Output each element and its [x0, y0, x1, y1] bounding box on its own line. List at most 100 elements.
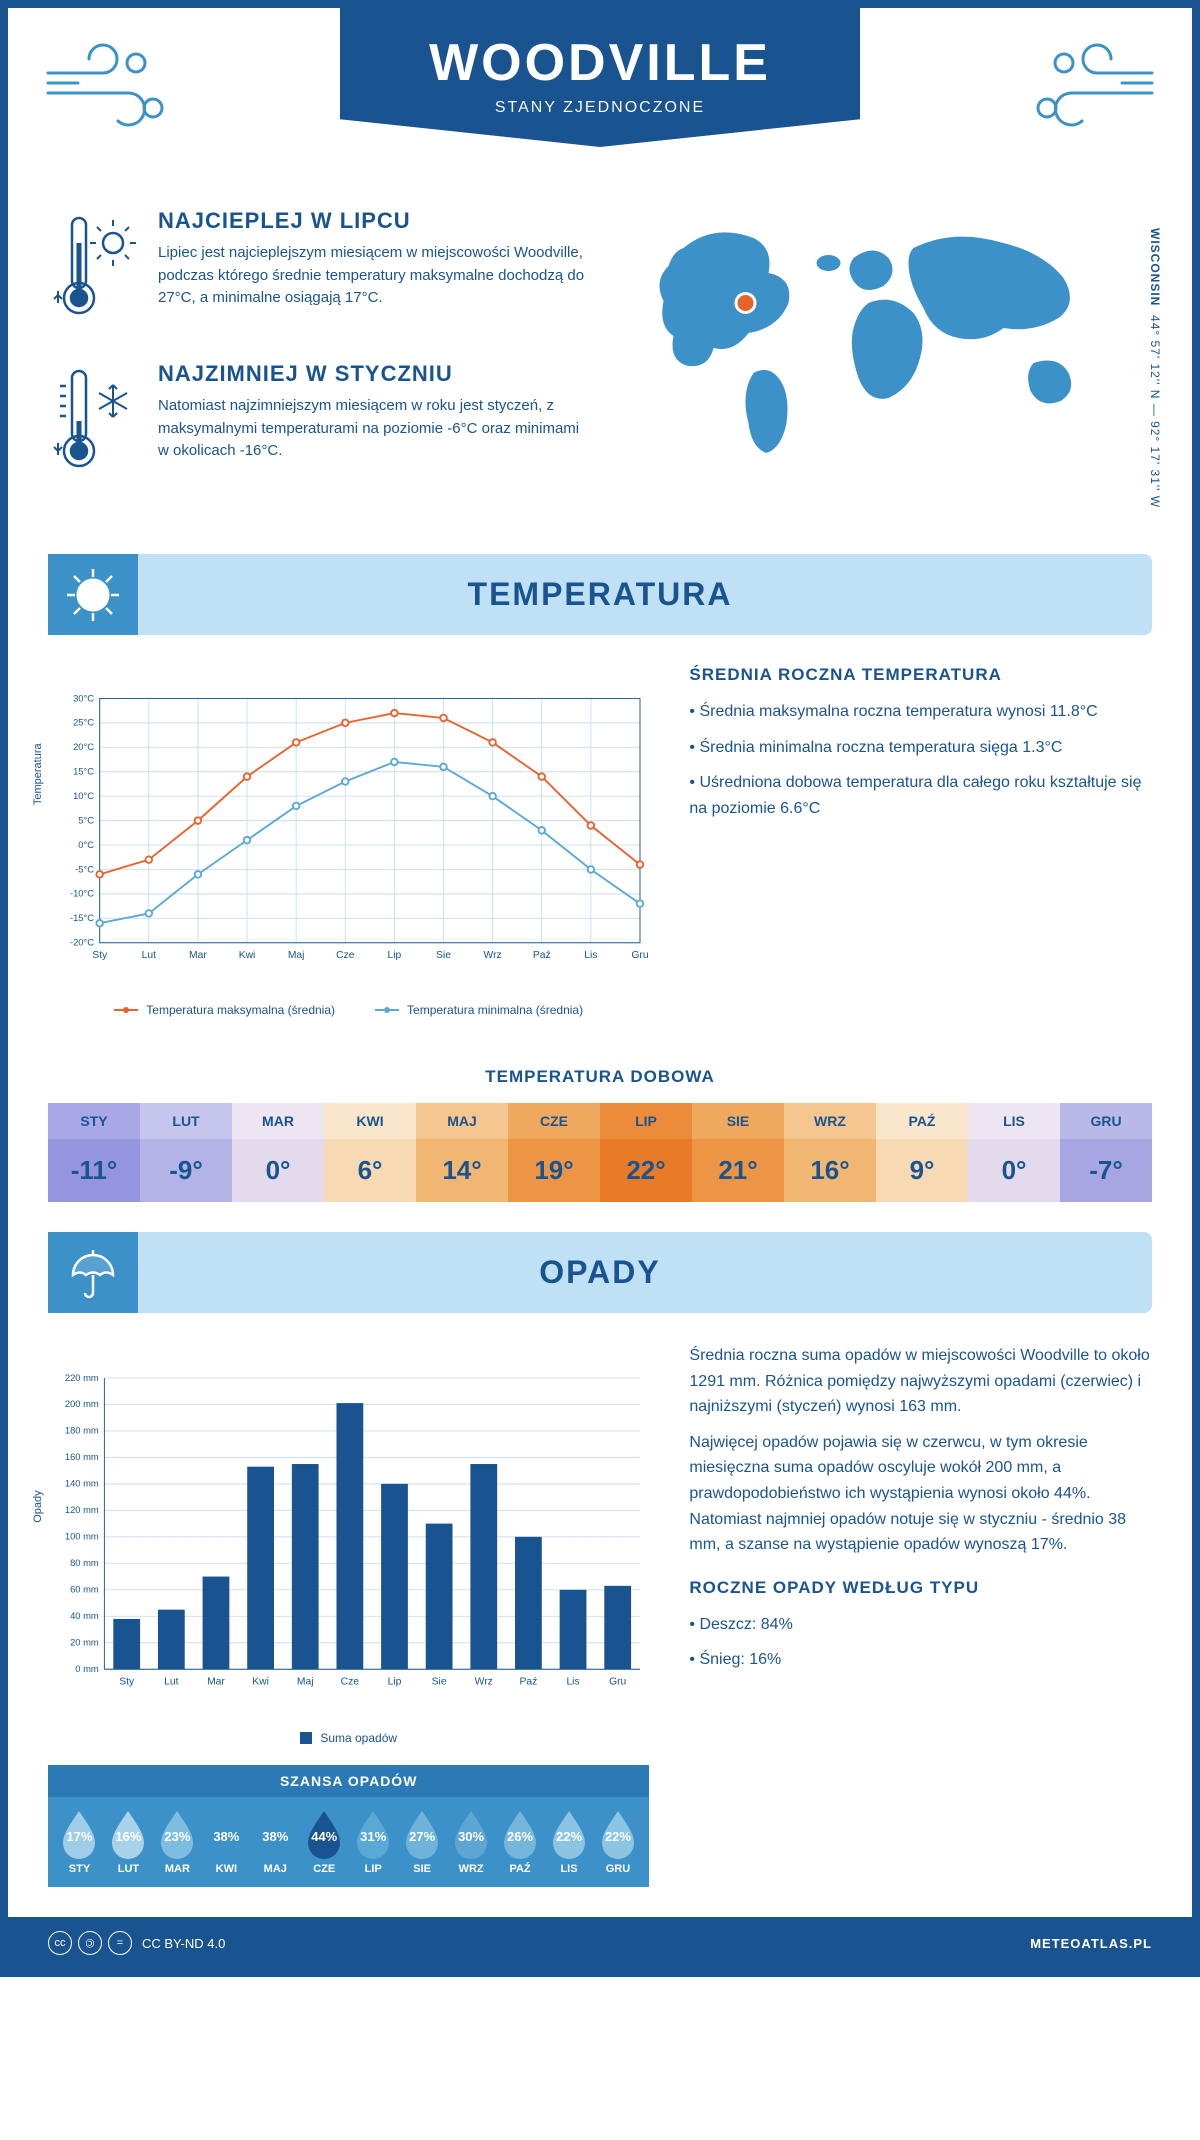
precip-type-title: ROCZNE OPADY WEDŁUG TYPU [689, 1578, 1152, 1598]
bullet: Śnieg: 16% [689, 1647, 1152, 1673]
svg-text:Maj: Maj [288, 950, 305, 961]
chance-drop: 38% KWI [203, 1807, 250, 1875]
svg-text:60 mm: 60 mm [70, 1584, 99, 1595]
annual-temp-bullets: Średnia maksymalna roczna temperatura wy… [689, 699, 1152, 821]
thermometer-snow-icon [48, 361, 138, 486]
hottest-title: NAJCIEPLEJ W LIPCU [158, 208, 585, 234]
header: WOODVILLE STANY ZJEDNOCZONE [8, 8, 1192, 208]
temp-table-cell: GRU -7° [1060, 1103, 1152, 1202]
chance-drop: 16% LUT [105, 1807, 152, 1875]
chance-drop: 27% SIE [399, 1807, 446, 1875]
svg-text:0 mm: 0 mm [75, 1663, 99, 1674]
precip-chance-box: SZANSA OPADÓW 17% STY 16% LUT 23% MAR 38… [48, 1765, 649, 1887]
svg-text:Sty: Sty [119, 1676, 135, 1687]
temp-table-cell: WRZ 16° [784, 1103, 876, 1202]
svg-text:25°C: 25°C [73, 717, 94, 728]
svg-text:Lut: Lut [164, 1676, 178, 1687]
svg-text:Sie: Sie [436, 950, 451, 961]
daily-temp-table: STY -11° LUT -9° MAR 0° KWI 6° MAJ 14° C… [48, 1103, 1152, 1202]
thermometer-sun-icon [48, 208, 138, 333]
svg-text:-20°C: -20°C [70, 937, 94, 948]
chance-drop: 17% STY [56, 1807, 103, 1875]
chance-drop: 26% PAŹ [497, 1807, 544, 1875]
svg-text:10°C: 10°C [73, 790, 94, 801]
temperature-line-chart: Temperatura -20°C-15°C-10°C-5°C0°C5°C10°… [48, 665, 649, 995]
svg-text:-15°C: -15°C [70, 912, 94, 923]
svg-text:140 mm: 140 mm [65, 1478, 99, 1489]
svg-text:Kwi: Kwi [252, 1676, 269, 1687]
svg-text:Sie: Sie [432, 1676, 447, 1687]
svg-text:Cze: Cze [341, 1676, 360, 1687]
svg-text:Wrz: Wrz [475, 1676, 493, 1687]
sun-icon [48, 554, 138, 635]
precip-paragraph: Średnia roczna suma opadów w miejscowośc… [689, 1343, 1152, 1420]
temp-table-cell: LIS 0° [968, 1103, 1060, 1202]
svg-text:Lip: Lip [388, 1676, 402, 1687]
chance-drop: 22% GRU [594, 1807, 641, 1875]
world-map-icon [615, 208, 1152, 468]
title-banner: WOODVILLE STANY ZJEDNOCZONE [340, 8, 860, 147]
chance-title: SZANSA OPADÓW [48, 1765, 649, 1797]
svg-text:220 mm: 220 mm [65, 1372, 99, 1383]
chance-drop: 22% LIS [546, 1807, 593, 1875]
temp-table-cell: KWI 6° [324, 1103, 416, 1202]
chance-drop: 30% WRZ [448, 1807, 495, 1875]
chance-drop: 44% CZE [301, 1807, 348, 1875]
svg-text:120 mm: 120 mm [65, 1504, 99, 1515]
country-name: STANY ZJEDNOCZONE [400, 99, 800, 117]
temp-table-cell: LUT -9° [140, 1103, 232, 1202]
temperature-section-header: TEMPERATURA [48, 554, 1152, 635]
cc-icons: cc🄯= [48, 1931, 132, 1955]
svg-text:0°C: 0°C [78, 839, 94, 850]
precip-bar-chart: Opady 0 mm20 mm40 mm60 mm80 mm100 mm120 … [48, 1343, 649, 1723]
temp-table-cell: LIP 22° [600, 1103, 692, 1202]
svg-text:30°C: 30°C [73, 692, 94, 703]
location-marker-icon [738, 295, 754, 311]
precip-legend: Suma opadów [48, 1731, 649, 1745]
svg-text:15°C: 15°C [73, 766, 94, 777]
svg-text:200 mm: 200 mm [65, 1398, 99, 1409]
svg-text:80 mm: 80 mm [70, 1557, 99, 1568]
bullet: Średnia maksymalna roczna temperatura wy… [689, 699, 1152, 725]
precip-section-header: OPADY [48, 1232, 1152, 1313]
svg-text:Lis: Lis [566, 1676, 579, 1687]
svg-text:40 mm: 40 mm [70, 1610, 99, 1621]
bullet: Średnia minimalna roczna temperatura się… [689, 735, 1152, 761]
bullet: Deszcz: 84% [689, 1612, 1152, 1638]
chance-drop: 23% MAR [154, 1807, 201, 1875]
svg-text:160 mm: 160 mm [65, 1451, 99, 1462]
svg-text:Sty: Sty [92, 950, 108, 961]
svg-text:20°C: 20°C [73, 741, 94, 752]
svg-text:Paź: Paź [533, 950, 551, 961]
city-name: WOODVILLE [400, 33, 800, 93]
temp-table-cell: MAR 0° [232, 1103, 324, 1202]
bullet: Uśredniona dobowa temperatura dla całego… [689, 770, 1152, 821]
svg-text:Kwi: Kwi [239, 950, 256, 961]
license-text: CC BY-ND 4.0 [142, 1936, 225, 1951]
svg-text:Lut: Lut [142, 950, 156, 961]
wind-icon [38, 38, 178, 138]
chance-drop: 31% LIP [350, 1807, 397, 1875]
svg-text:Mar: Mar [207, 1676, 225, 1687]
daily-temp-title: TEMPERATURA DOBOWA [8, 1067, 1192, 1087]
footer: cc🄯= CC BY-ND 4.0 METEOATLAS.PL [8, 1917, 1192, 1969]
precip-paragraph: Najwięcej opadów pojawia się w czerwcu, … [689, 1430, 1152, 1558]
svg-text:Lis: Lis [584, 950, 597, 961]
annual-temp-title: ŚREDNIA ROCZNA TEMPERATURA [689, 665, 1152, 685]
site-name: METEOATLAS.PL [1030, 1936, 1152, 1951]
hottest-block: NAJCIEPLEJ W LIPCU Lipiec jest najcieple… [48, 208, 585, 333]
svg-text:Lip: Lip [387, 950, 401, 961]
svg-text:180 mm: 180 mm [65, 1425, 99, 1436]
svg-text:-10°C: -10°C [70, 888, 94, 899]
svg-text:Maj: Maj [297, 1676, 314, 1687]
temp-table-cell: STY -11° [48, 1103, 140, 1202]
svg-text:-5°C: -5°C [75, 863, 94, 874]
temp-table-cell: SIE 21° [692, 1103, 784, 1202]
temp-table-cell: CZE 19° [508, 1103, 600, 1202]
svg-text:Cze: Cze [336, 950, 355, 961]
temperature-legend: Temperatura maksymalna (średnia)Temperat… [48, 1003, 649, 1017]
coldest-body: Natomiast najzimniejszym miesiącem w rok… [158, 395, 585, 463]
coldest-title: NAJZIMNIEJ W STYCZNIU [158, 361, 585, 387]
svg-text:Wrz: Wrz [484, 950, 502, 961]
coordinates: WISCONSIN 44° 57' 12'' N — 92° 17' 31'' … [1148, 228, 1162, 508]
